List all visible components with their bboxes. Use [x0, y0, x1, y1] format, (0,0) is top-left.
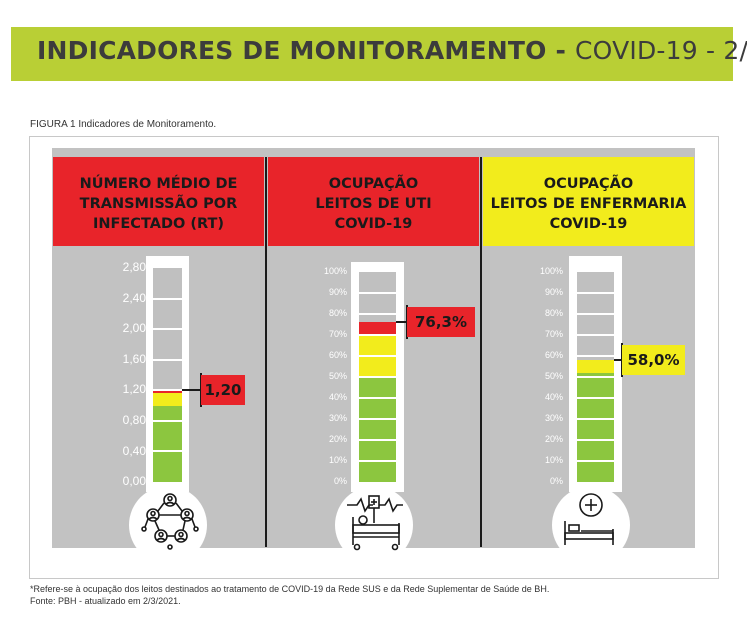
indicator-header-enfermaria — [483, 157, 694, 246]
gauge-tick — [359, 334, 396, 336]
value-label: 76,3% — [407, 306, 475, 337]
gauge-scale-label: 80% — [328, 308, 347, 319]
gauge-tick — [359, 292, 396, 294]
page-title-normal: COVID-19 - 2/3 — [574, 36, 747, 65]
page-title-bold: INDICADORES DE MONITORAMENTO - — [37, 36, 575, 65]
gauge-scale-label: 40% — [328, 392, 347, 403]
indicator-header-rt — [53, 157, 264, 246]
gauge-scale-label: 1,60 — [122, 351, 146, 366]
gauge-scale-label: 0% — [549, 476, 563, 487]
gauge-scale-label: 0% — [333, 476, 347, 487]
gauge-tick — [577, 313, 614, 315]
figure-caption: FIGURA 1 Indicadores de Monitoramento. — [30, 119, 217, 130]
footnote: *Refere-se à ocupação dos leitos destina… — [30, 583, 549, 607]
gauge-scale-label: 0,40 — [122, 443, 146, 458]
gauge-scale-label: 100% — [539, 266, 563, 277]
value-marker-line — [182, 389, 201, 392]
column-divider — [480, 157, 482, 547]
gauge-scale-label: 2,00 — [122, 321, 146, 336]
gauge-scale-label: 30% — [544, 413, 563, 424]
gauge-scale-label: 0,80 — [122, 413, 146, 428]
gauge-tick — [577, 439, 614, 441]
gauge-tick — [153, 389, 182, 392]
gauge-tick — [153, 358, 182, 361]
indicator-title-uti: OCUPAÇÃO LEITOS DE UTI COVID-19 — [315, 176, 432, 232]
gauge-tick — [577, 355, 614, 357]
gauge-tube — [359, 272, 396, 482]
title-banner: INDICADORES DE MONITORAMENTO - COVID-19 … — [11, 27, 747, 81]
gauge-tick — [577, 376, 614, 378]
indicator-title-rt: NÚMERO MÉDIO DE TRANSMISSÃO POR INFECTAD… — [79, 176, 238, 232]
gauge-scale-label: 50% — [544, 371, 563, 382]
gauge-tick — [577, 334, 614, 336]
gauge-tick — [577, 418, 614, 420]
footnote-line1: *Refere-se à ocupação dos leitos destina… — [30, 584, 550, 594]
gauge-tick — [359, 313, 396, 315]
gauge-scale-label: 70% — [328, 329, 347, 340]
column-divider — [265, 157, 267, 547]
gauge-scale-label: 90% — [328, 287, 347, 298]
gauge-scale-label: 40% — [544, 392, 563, 403]
gauge-tick — [153, 297, 182, 300]
gauge-scale-label: 30% — [328, 413, 347, 424]
gauge-fill-green — [153, 405, 182, 482]
gauge-tube — [153, 268, 182, 482]
gauge-scale-label: 20% — [328, 434, 347, 445]
gauge-tick — [359, 418, 396, 420]
indicator-title-enfermaria: OCUPAÇÃO LEITOS DE ENFERMARIA COVID-19 — [490, 176, 687, 232]
gauge-fill-red — [359, 321, 396, 335]
gauge-tick — [577, 460, 614, 462]
gauge-scale-label: 60% — [544, 350, 563, 361]
hospital-bed-icon — [564, 493, 614, 545]
gauge-tick — [153, 450, 182, 453]
gauge-scale-label: 60% — [328, 350, 347, 361]
gauge-tick — [577, 292, 614, 294]
gauge-scale-label: 0,00 — [122, 474, 146, 489]
gauge-tick — [359, 376, 396, 378]
gauge-fill-red — [153, 390, 182, 394]
value-label: 1,20 — [201, 375, 245, 406]
gauge-tick — [577, 397, 614, 399]
gauge-scale-label: 70% — [544, 329, 563, 340]
gauge-scale-label: 80% — [544, 308, 563, 319]
gauge-tube — [577, 272, 614, 482]
value-marker-line — [396, 320, 407, 323]
gauge-tick — [359, 397, 396, 399]
icu-bed-icon — [347, 495, 403, 551]
gauge-scale-label: 10% — [328, 455, 347, 466]
gauge-tick — [153, 419, 182, 422]
gauge-fill-green — [359, 377, 396, 482]
gauge-tick — [359, 439, 396, 441]
network-people-icon — [141, 493, 199, 550]
gauge-scale-label: 2,40 — [122, 290, 146, 305]
gauge-fill-green — [577, 372, 614, 482]
gauge-tick — [153, 328, 182, 331]
gauge-scale-label: 50% — [328, 371, 347, 382]
gauge-tick — [359, 460, 396, 462]
gauge-scale-label: 2,80 — [122, 260, 146, 275]
footnote-source: Fonte: PBH - atualizado em 2/3/2021. — [30, 596, 181, 606]
gauge-scale-label: 100% — [323, 266, 347, 277]
indicator-header-uti — [268, 157, 479, 246]
value-label: 58,0% — [622, 345, 685, 376]
value-marker-line — [614, 359, 622, 362]
gauge-fill-yellow — [577, 360, 614, 373]
gauge-scale-label: 90% — [544, 287, 563, 298]
gauge-fill-yellow — [153, 393, 182, 406]
gauge-scale-label: 1,20 — [122, 382, 146, 397]
gauge-scale-label: 10% — [544, 455, 563, 466]
gauge-scale-label: 20% — [544, 434, 563, 445]
gauge-tick — [359, 355, 396, 357]
page-title: INDICADORES DE MONITORAMENTO - COVID-19 … — [37, 36, 747, 65]
